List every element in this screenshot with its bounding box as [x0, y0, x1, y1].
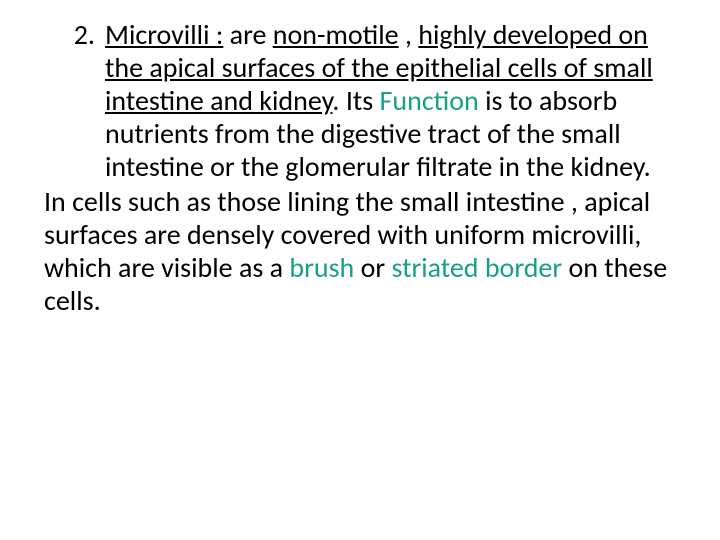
list-number: 2. [40, 18, 105, 51]
term-brush: brush [289, 250, 354, 285]
list-item-2: 2. Microvilli : are non-motile , highly … [40, 18, 680, 183]
term-striated-border: striated border [391, 250, 562, 285]
paragraph-2: In cells such as those lining the small … [40, 185, 680, 317]
term-function: Function [380, 83, 479, 118]
list-body: Microvilli : are non-motile , highly dev… [105, 18, 680, 183]
text-or: or [354, 250, 391, 285]
term-microvilli: Microvilli : [105, 17, 223, 52]
term-nonmotile: non-motile [273, 17, 399, 52]
text-seg1: are [223, 17, 272, 52]
text-period: . Its [332, 83, 379, 118]
slide: 2. Microvilli : are non-motile , highly … [0, 0, 720, 540]
text-seg2: , [399, 17, 419, 52]
